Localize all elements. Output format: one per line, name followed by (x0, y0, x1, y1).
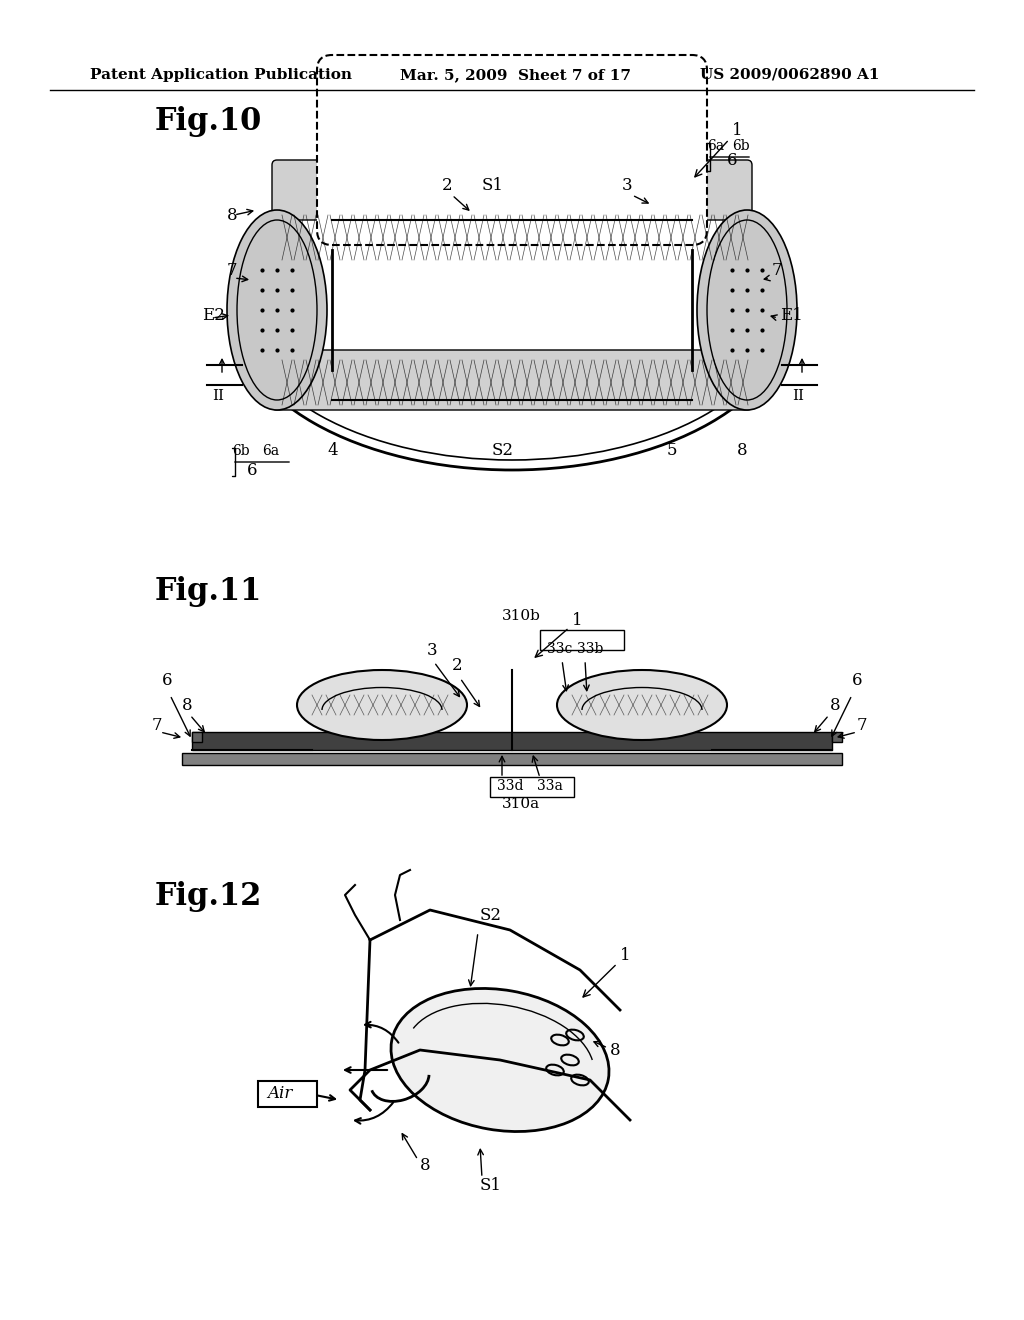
FancyBboxPatch shape (193, 733, 831, 750)
Ellipse shape (697, 210, 797, 411)
Text: 33b: 33b (577, 642, 603, 656)
Text: 310a: 310a (502, 797, 540, 810)
Ellipse shape (391, 989, 609, 1131)
Text: Fig.10: Fig.10 (155, 106, 262, 137)
Text: E2: E2 (202, 308, 225, 323)
Text: S1: S1 (480, 1177, 502, 1195)
Text: 1: 1 (583, 946, 631, 997)
Text: 8: 8 (227, 207, 238, 224)
Text: 6a: 6a (707, 139, 724, 153)
Text: 8: 8 (420, 1158, 431, 1173)
Text: 6: 6 (727, 152, 737, 169)
Text: 2: 2 (442, 177, 453, 194)
Text: Mar. 5, 2009  Sheet 7 of 17: Mar. 5, 2009 Sheet 7 of 17 (400, 69, 631, 82)
Text: 7: 7 (227, 261, 238, 279)
Text: II: II (212, 389, 224, 403)
Text: 6b: 6b (732, 139, 750, 153)
Text: Air: Air (267, 1085, 293, 1102)
Text: 7: 7 (857, 717, 867, 734)
FancyBboxPatch shape (182, 752, 842, 766)
FancyBboxPatch shape (272, 160, 752, 220)
FancyBboxPatch shape (272, 350, 752, 411)
Text: 33c: 33c (547, 642, 572, 656)
Text: 6: 6 (852, 672, 862, 689)
Text: 33a: 33a (537, 779, 563, 793)
Text: 2: 2 (452, 657, 463, 675)
Ellipse shape (297, 671, 467, 741)
FancyBboxPatch shape (258, 1081, 317, 1107)
Text: 1: 1 (695, 121, 742, 177)
Text: S2: S2 (492, 442, 514, 459)
Text: 4: 4 (327, 442, 338, 459)
Ellipse shape (227, 210, 327, 411)
Text: 6: 6 (162, 672, 172, 689)
Text: S1: S1 (482, 177, 504, 194)
Text: 3: 3 (622, 177, 633, 194)
Text: 8: 8 (737, 442, 748, 459)
FancyBboxPatch shape (317, 55, 707, 246)
Text: 6b: 6b (232, 444, 250, 458)
Text: 8: 8 (830, 697, 841, 714)
Text: 6: 6 (247, 462, 257, 479)
Text: 310b: 310b (502, 609, 541, 623)
Text: E1: E1 (780, 308, 803, 323)
FancyBboxPatch shape (831, 733, 842, 742)
Text: II: II (792, 389, 804, 403)
Text: 5: 5 (667, 442, 678, 459)
Text: Fig.11: Fig.11 (155, 576, 262, 607)
Text: 7: 7 (152, 717, 163, 734)
Text: 8: 8 (182, 697, 193, 714)
Ellipse shape (557, 671, 727, 741)
Text: Patent Application Publication: Patent Application Publication (90, 69, 352, 82)
Text: Fig.12: Fig.12 (155, 880, 262, 912)
Text: 3: 3 (427, 642, 437, 659)
Text: S2: S2 (480, 907, 502, 924)
Text: 7: 7 (772, 261, 782, 279)
Text: 33d: 33d (497, 779, 523, 793)
Text: 6a: 6a (262, 444, 280, 458)
Text: US 2009/0062890 A1: US 2009/0062890 A1 (700, 69, 880, 82)
Text: 1: 1 (536, 612, 583, 657)
FancyBboxPatch shape (193, 733, 202, 742)
Text: 8: 8 (610, 1041, 621, 1059)
